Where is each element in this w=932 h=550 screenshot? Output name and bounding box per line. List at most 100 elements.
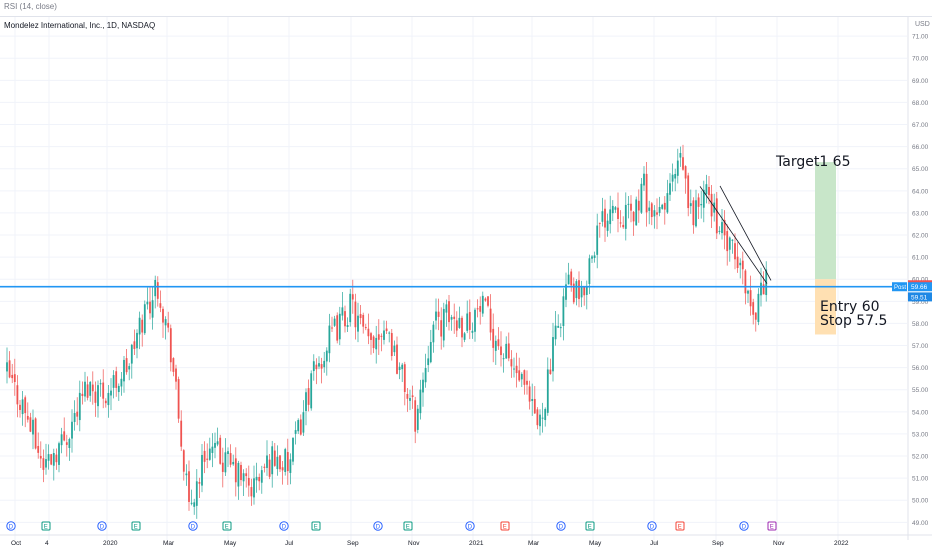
stop-zone [815,279,836,335]
candle-body [19,404,21,411]
x-tick-label: Mar [528,540,540,547]
candle-body [180,420,183,447]
dividend-marker-label: D [191,525,196,531]
candle-body [208,448,211,460]
candle-body [234,458,237,483]
candle-body [653,210,656,217]
candle-body [279,455,281,470]
candle-body [193,502,196,507]
candle-body [708,186,710,196]
candle-body [26,415,29,420]
candle-body [583,286,586,296]
candle-body [468,312,471,330]
y-tick-label: 65.00 [912,166,929,173]
y-tick-label: 62.00 [912,233,929,240]
candle-body [721,222,723,234]
y-tick-label: 56.00 [912,365,929,372]
candle-body [195,481,198,506]
candle-body [164,319,167,326]
y-tick-label: 49.00 [912,520,929,527]
candle-body [695,200,697,227]
candle-body [494,340,497,351]
candle-body [84,381,86,397]
candle-body [52,453,55,466]
candle-body [458,317,461,328]
earnings-marker-label: E [678,525,682,531]
candle-body [549,369,552,375]
candle-body [128,366,131,370]
candles [6,144,768,519]
y-tick-label: 57.00 [912,343,929,350]
candle-body [728,237,731,250]
x-tick-label: 2020 [103,540,118,547]
candle-body [661,204,664,209]
candle-body [627,203,630,205]
candle-body [406,393,409,399]
candle-body [8,360,11,378]
dividend-marker-label: D [650,525,655,531]
earnings-marker [131,521,141,531]
earnings-marker-label: E [225,525,229,531]
candle-body [37,445,40,453]
candle-body [523,370,526,385]
candle-body [432,324,435,343]
candle-body [601,211,604,222]
candle-body [281,467,284,471]
dividend-marker-label: D [559,525,564,531]
candle-body [741,260,744,270]
candle-body [552,337,554,372]
candle-body [305,392,307,411]
candle-body [130,344,133,364]
candle-body [624,204,627,229]
candle-body [513,368,515,370]
candle-body [292,437,294,462]
y-tick-label: 68.00 [912,100,929,107]
symbol-title: Mondelez International, Inc., 1D, NASDAQ [4,21,156,30]
candle-body [370,333,372,340]
candle-body [752,302,755,315]
candle-body [637,200,640,211]
candle-body [471,330,474,333]
candle-body [39,455,42,459]
candle-body [289,459,292,473]
candle-body [273,450,276,466]
y-tick-label: 53.00 [912,431,929,438]
candle-body [50,454,53,465]
candle-body [117,385,120,393]
y-tick-label: 59.00 [912,299,929,306]
candle-body [115,371,118,388]
candle-body [133,341,136,349]
candle-body [63,431,66,441]
candle-body [315,364,318,370]
candle-body [528,386,531,402]
y-tick-label: 50.00 [912,498,929,505]
candle-body [453,316,456,319]
y-tick-label: 54.00 [912,409,929,416]
candle-body [65,442,68,445]
candle-body [351,294,354,300]
dividend-marker-label: D [100,525,105,531]
candle-body [622,224,625,228]
candle-body [112,375,115,388]
stop-annotation: Stop 57.5 [820,313,888,329]
entry-annotation: Entry 60 [820,299,880,315]
candle-body [559,327,562,329]
candle-body [24,397,27,414]
candle-body [463,333,466,340]
x-tick-label: Mar [163,540,175,547]
candle-body [593,255,596,258]
candle-body [149,301,151,314]
candle-body [679,153,682,158]
candle-body [507,343,510,359]
candle-body [757,293,760,323]
candle-body [242,473,245,482]
grid-lines [0,16,907,540]
candle-body [479,306,482,312]
candle-body [596,225,599,255]
candle-body [349,293,352,323]
candle-body [367,328,370,337]
earnings-marker-label: E [314,525,318,531]
earnings-marker [500,521,510,531]
candle-body [89,382,92,396]
